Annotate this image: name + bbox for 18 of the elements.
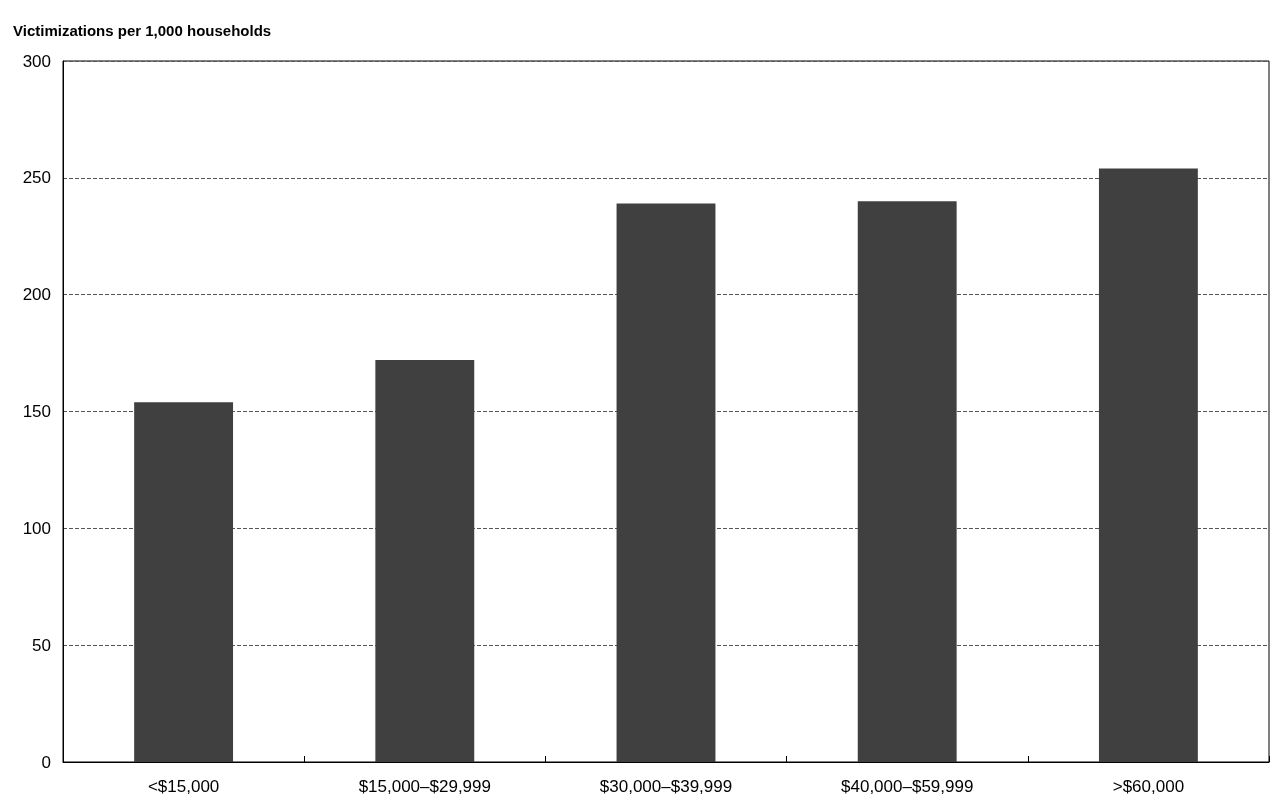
bar xyxy=(616,203,716,762)
y-tick-label: 0 xyxy=(41,752,51,772)
bar xyxy=(1098,168,1198,762)
y-tick-label: 50 xyxy=(32,635,51,655)
bar xyxy=(857,201,957,762)
x-tick-label: $15,000–$29,999 xyxy=(358,777,491,796)
x-tick-label: <$15,000 xyxy=(147,777,220,796)
y-tick-label: 150 xyxy=(22,402,51,421)
x-tick-label: $40,000–$59,999 xyxy=(841,777,974,796)
x-tick-label: >$60,000 xyxy=(1112,777,1185,796)
y-axis-title: Victimizations per 1,000 households xyxy=(13,22,272,39)
x-tick-label: $30,000–$39,999 xyxy=(599,777,733,796)
y-tick-label: 100 xyxy=(22,518,51,538)
y-tick-label: 300 xyxy=(22,51,51,71)
y-tick-label: 250 xyxy=(22,168,51,188)
y-tick-label: 200 xyxy=(22,285,51,305)
bar xyxy=(375,360,475,762)
bar xyxy=(134,402,234,762)
